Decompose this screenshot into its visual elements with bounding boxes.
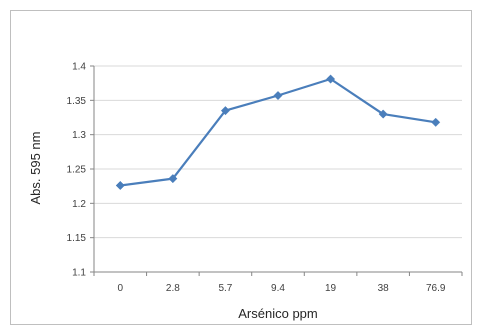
y-tick-label: 1.35 (67, 96, 87, 107)
data-point-marker (431, 117, 441, 127)
y-tick-label: 1.2 (72, 199, 86, 210)
x-tick-label: 19 (325, 283, 337, 294)
x-tick-label: 9.4 (271, 283, 285, 294)
y-tick-labels: 1.1 1.15 1.2 1.25 1.3 1.35 1.4 (67, 62, 87, 279)
y-axis-title: Abs. 595 nm (28, 132, 43, 205)
data-point-marker (115, 180, 125, 191)
x-tick-labels: 0 2.8 5.7 9.4 19 38 76.9 (118, 283, 446, 294)
x-tick-label: 2.8 (166, 283, 180, 294)
x-tick-label: 5.7 (218, 283, 232, 294)
y-tick-label: 1.1 (72, 268, 86, 279)
x-tick-label: 76.9 (426, 283, 446, 294)
data-point-marker (168, 174, 178, 184)
y-tick-label: 1.15 (67, 233, 87, 244)
x-tick-label: 0 (118, 283, 124, 294)
x-axis-title: Arsénico ppm (238, 306, 317, 321)
data-point-marker (326, 74, 336, 84)
data-point-marker (220, 106, 230, 116)
data-point-marker (378, 109, 388, 119)
x-tick-label: 38 (378, 283, 390, 294)
axes (90, 65, 463, 276)
y-tick-label: 1.4 (72, 62, 86, 73)
grid-lines (94, 65, 462, 239)
y-tick-label: 1.25 (67, 165, 87, 176)
y-tick-label: 1.3 (72, 130, 86, 141)
series-markers (115, 74, 441, 191)
data-point-marker (273, 90, 283, 101)
